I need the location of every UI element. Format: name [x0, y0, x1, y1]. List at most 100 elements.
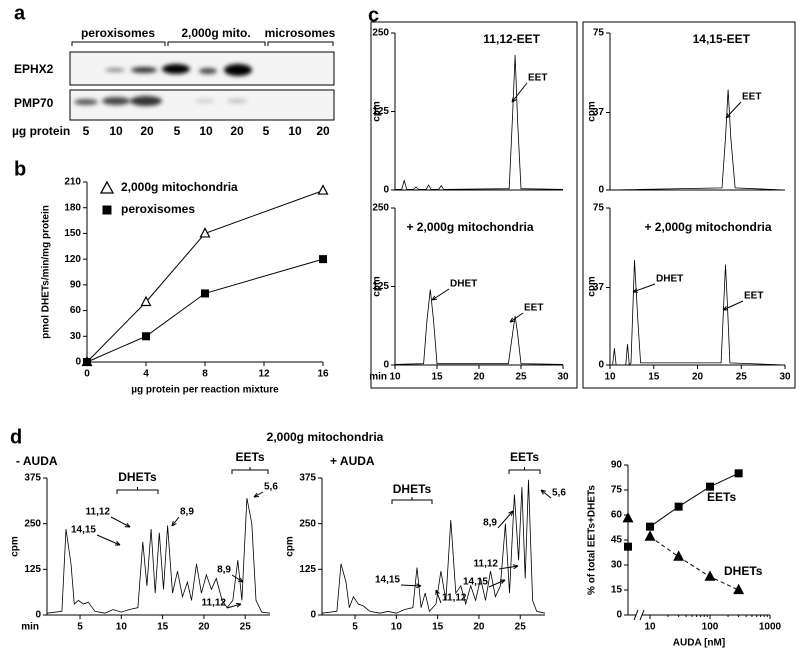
series-line	[610, 260, 786, 367]
arrow	[509, 312, 524, 323]
peak-label: EET	[744, 291, 763, 302]
series-line	[394, 289, 564, 365]
x-axis-label: AUDA [nM]	[673, 638, 725, 649]
y-tick-label: 0	[35, 610, 41, 621]
marker	[733, 583, 745, 595]
y-axis-label: cpm	[372, 276, 383, 297]
series-line	[321, 479, 546, 614]
y-tick-label: 0	[75, 357, 81, 368]
x-tick-label: 25	[736, 372, 748, 383]
x-tick-label: 10	[644, 622, 656, 633]
arrow-head	[513, 564, 519, 570]
arrow	[511, 82, 528, 103]
peak-label: 11,12	[442, 593, 467, 604]
chart-title: - AUDA	[16, 454, 58, 468]
marker	[706, 482, 714, 491]
arrow-head	[171, 521, 177, 527]
y-axis-label: cpm	[10, 536, 21, 557]
x-tick-label: 10	[116, 622, 128, 633]
chart-title: + AUDA	[330, 454, 375, 468]
x-tick-label: 10	[604, 372, 616, 383]
y-tick-label: 125	[372, 106, 389, 117]
series-line	[649, 536, 739, 591]
peak-label: EET	[524, 303, 543, 314]
arrow-head	[499, 579, 506, 584]
x-tick-label: 20	[473, 372, 485, 383]
legend-marker	[99, 180, 115, 194]
x-tick-label: 20	[473, 622, 485, 633]
x-tick-label: 10	[389, 372, 401, 383]
arrow	[171, 516, 180, 527]
blot-frame	[69, 89, 335, 121]
y-tick-label: 125	[24, 564, 41, 575]
panel-title: 2,000g mitochondria	[267, 430, 384, 444]
arrow	[497, 510, 514, 529]
y-tick-label: 120	[64, 254, 81, 265]
chart-title: + 2,000g mitochondria	[406, 220, 533, 234]
series-line	[609, 89, 786, 191]
series-line	[649, 472, 739, 528]
peak-label: 5,6	[264, 482, 278, 493]
arrow	[498, 565, 519, 570]
peak-label: 14,15	[375, 575, 400, 586]
x-tick-label: 15	[432, 622, 444, 633]
marker	[83, 358, 91, 366]
y-tick-label: 15	[611, 585, 623, 596]
series-line	[86, 190, 324, 363]
series-label: DHETs	[724, 564, 763, 578]
series-line	[46, 498, 271, 614]
legend-label: peroxisomes	[121, 202, 195, 216]
marker	[319, 255, 327, 264]
arrow	[435, 589, 442, 604]
lane-label: 5	[263, 124, 270, 138]
marker	[317, 184, 329, 195]
arrow-head	[253, 492, 260, 498]
lane-label: 20	[230, 124, 244, 138]
x-tick-label: 12	[258, 369, 270, 380]
x-tick-label: 8	[202, 369, 208, 380]
bracket-label: EETs	[235, 450, 264, 464]
panel-label: d	[10, 426, 22, 448]
lane-label: 10	[199, 124, 213, 138]
y-tick-label: 30	[611, 560, 623, 571]
x-tick-label: 25	[240, 622, 252, 633]
marker	[140, 295, 152, 307]
x-tick-label: 100	[702, 622, 719, 633]
y-tick-label: 60	[70, 305, 82, 316]
y-tick-label: 90	[611, 460, 623, 471]
x-axis-label: min	[369, 372, 387, 383]
arrow-head	[114, 541, 121, 546]
x-tick-label: 30	[557, 372, 569, 383]
y-tick-label: 60	[611, 510, 623, 521]
y-tick-label: 0	[598, 185, 604, 196]
y-axis-label: cpm	[372, 101, 383, 122]
x-tick-label: 5	[77, 622, 83, 633]
y-axis-label: cpm	[285, 536, 296, 557]
arrow	[226, 603, 242, 609]
peak-label: 8,9	[180, 507, 194, 518]
peak-label: 8,9	[483, 518, 497, 529]
chart-title: + 2,000g mitochondria	[644, 220, 771, 234]
peak-label: EET	[528, 73, 547, 84]
arrow	[540, 489, 552, 499]
x-tick-label: 10	[391, 622, 403, 633]
bracket-label: DHETs	[118, 470, 157, 484]
arrow-head	[508, 510, 514, 516]
y-tick-label: 0	[616, 610, 622, 621]
group-label: peroxisomes	[81, 26, 155, 40]
y-tick-label: 0	[598, 360, 604, 371]
y-axis-label: cpm	[587, 101, 598, 122]
arrow-head	[416, 583, 422, 589]
lane-axis-label: µg protein	[12, 124, 70, 138]
x-tick-label: 30	[779, 372, 791, 383]
y-axis-label: pmol DHETs/min/mg protein	[41, 205, 52, 339]
arrow-head	[124, 522, 131, 528]
chart-title: 14,15-EET	[693, 32, 751, 46]
x-tick-label: 15	[648, 372, 660, 383]
bracket-label: EETs	[510, 450, 539, 464]
arrow	[488, 579, 506, 588]
arrow-head	[725, 113, 731, 119]
y-tick-label: 75	[593, 28, 605, 39]
bracket	[231, 467, 269, 474]
legend-marker	[102, 205, 112, 215]
